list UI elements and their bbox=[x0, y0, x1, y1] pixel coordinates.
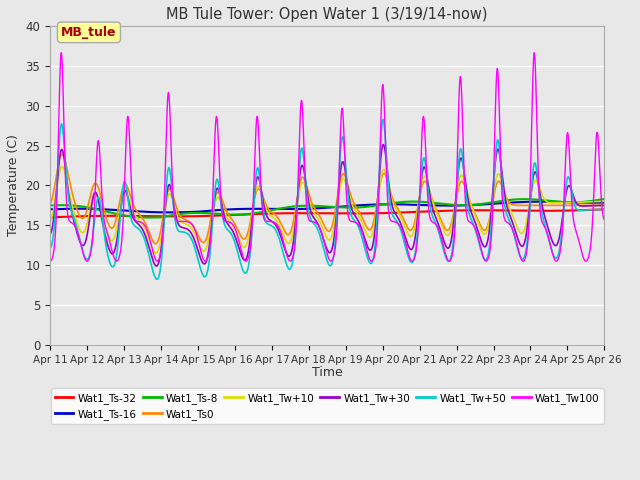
Text: MB_tule: MB_tule bbox=[61, 26, 116, 39]
X-axis label: Time: Time bbox=[312, 366, 342, 379]
Legend: Wat1_Ts-32, Wat1_Ts-16, Wat1_Ts-8, Wat1_Ts0, Wat1_Tw+10, Wat1_Tw+30, Wat1_Tw+50,: Wat1_Ts-32, Wat1_Ts-16, Wat1_Ts-8, Wat1_… bbox=[51, 388, 604, 424]
Title: MB Tule Tower: Open Water 1 (3/19/14-now): MB Tule Tower: Open Water 1 (3/19/14-now… bbox=[166, 7, 488, 22]
Y-axis label: Temperature (C): Temperature (C) bbox=[7, 134, 20, 236]
